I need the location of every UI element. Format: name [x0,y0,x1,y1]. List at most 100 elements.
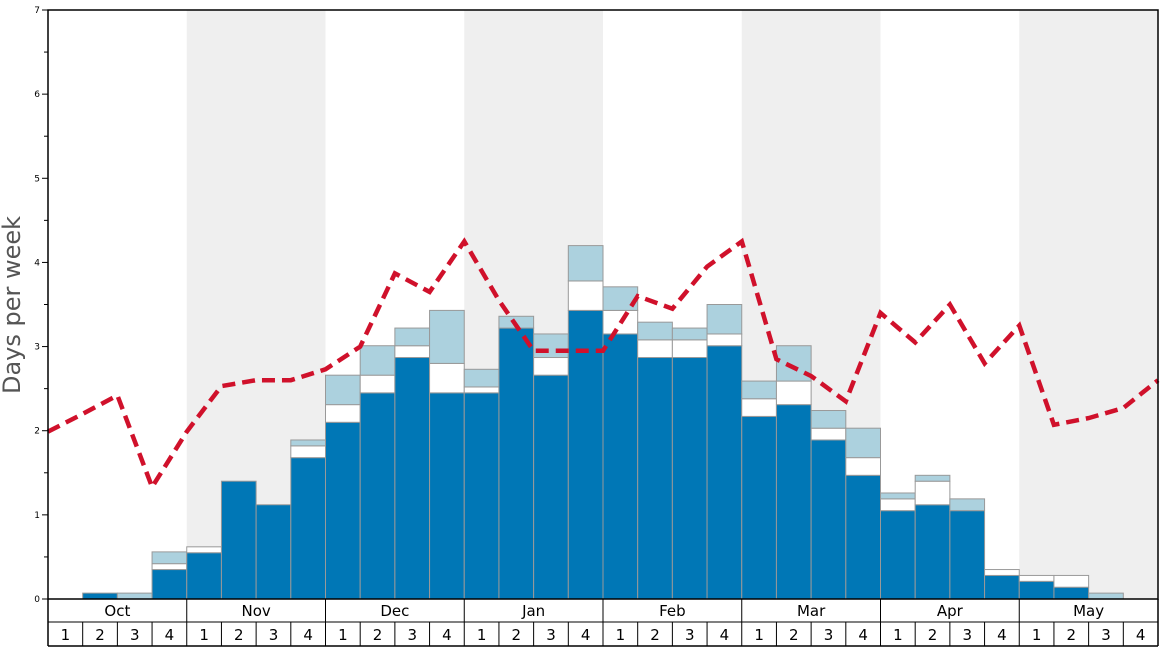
bars [82,245,1124,600]
bar-top-23 [845,427,881,459]
y-tick-label: 2 [34,427,40,437]
bar-middle-19 [706,333,743,347]
month-label-nov: Nov [241,602,270,620]
bar-top-11 [429,309,465,364]
bar-top-30 [1088,592,1124,600]
week-label: 3 [685,626,695,644]
y-tick-label: 6 [34,90,40,100]
bar-bottom-23 [845,474,881,600]
bar-bottom-26 [949,510,986,600]
bar-bottom-4 [186,552,222,600]
month-shade-may [1019,10,1158,599]
bar-bottom-17 [637,357,673,600]
bar-middle-20 [741,398,777,417]
bar-top-10 [394,327,431,347]
bar-middle-17 [637,339,673,359]
bar-top-7 [290,439,326,447]
bar-bottom-1 [82,592,118,600]
bar-top-15 [567,245,604,282]
bar-middle-25 [914,480,951,506]
average-line [46,237,1160,493]
bar-bottom-20 [741,415,777,600]
bar-bottom-27 [984,574,1020,600]
y-tick-label: 1 [34,511,40,521]
week-label: 2 [1067,626,1077,644]
week-label: 4 [858,626,868,644]
bar-middle-7 [290,445,326,459]
bar-bottom-22 [810,439,847,600]
week-label: 2 [512,626,522,644]
bar-top-14 [533,333,569,359]
bar-top-25 [914,474,951,482]
week-label: 1 [616,626,626,644]
month-label-mar: Mar [797,602,826,620]
bar-bottom-7 [290,457,326,600]
bar-middle-10 [394,345,431,359]
bar-middle-14 [533,357,569,376]
bar-middle-18 [671,339,708,359]
month-label-jan: Jan [521,602,545,620]
week-label: 3 [269,626,279,644]
bar-bottom-10 [394,357,431,600]
bar-bottom-29 [1053,586,1090,600]
bar-bottom-15 [567,309,604,600]
week-label: 4 [997,626,1007,644]
bar-top-19 [706,304,743,335]
week-label: 1 [1032,626,1042,644]
bar-middle-3 [151,563,188,571]
bar-middle-8 [325,404,361,423]
bar-middle-27 [984,569,1020,576]
bar-middle-12 [463,386,500,394]
bar-bottom-24 [880,510,916,600]
bar-middle-21 [775,380,812,406]
bar-bottom-14 [533,374,569,600]
bar-middle-28 [1018,574,1055,582]
week-label: 3 [962,626,972,644]
week-label: 2 [373,626,383,644]
bar-bottom-8 [325,421,361,600]
week-label: 1 [199,626,209,644]
bar-top-8 [325,374,361,406]
average-line-path [46,237,1160,493]
week-label: 2 [234,626,244,644]
bar-top-17 [637,321,673,341]
week-label: 1 [61,626,71,644]
bar-bottom-19 [706,345,743,600]
bar-middle-24 [880,498,916,512]
week-label: 2 [789,626,799,644]
week-label: 4 [1136,626,1146,644]
week-label: 3 [1101,626,1111,644]
x-axis: Oct 1 2 3 4 Nov 1 2 3 4 Dec 1 2 3 4 Jan 1 2 3 4 Feb 1 2 3 4 Mar 1 2… [47,599,1159,647]
week-label: 3 [130,626,140,644]
bar-middle-22 [810,427,847,441]
week-label: 2 [650,626,660,644]
bar-bottom-6 [255,504,292,600]
bar-middle-23 [845,457,881,476]
week-label: 4 [303,626,313,644]
y-tick-label: 5 [34,174,40,184]
bar-bottom-25 [914,504,951,600]
bar-bottom-16 [602,333,639,600]
bar-bottom-28 [1018,580,1055,600]
bar-top-3 [151,551,188,565]
bar-bottom-9 [359,392,396,600]
week-label: 1 [893,626,903,644]
bar-bottom-12 [463,392,500,600]
bar-bottom-5 [220,480,257,600]
bar-top-2 [116,592,153,600]
bar-middle-11 [429,362,465,394]
bar-top-9 [359,345,396,376]
bar-bottom-18 [671,357,708,600]
week-label: 2 [95,626,105,644]
bar-top-22 [810,410,847,429]
bar-middle-9 [359,374,396,394]
bar-middle-15 [567,280,604,311]
week-label: 3 [546,626,556,644]
bar-middle-29 [1053,574,1090,588]
month-label-feb: Feb [659,602,686,620]
bar-bottom-21 [775,404,812,600]
bar-middle-4 [186,546,222,554]
bar-top-20 [741,380,777,400]
bar-top-24 [880,492,916,500]
